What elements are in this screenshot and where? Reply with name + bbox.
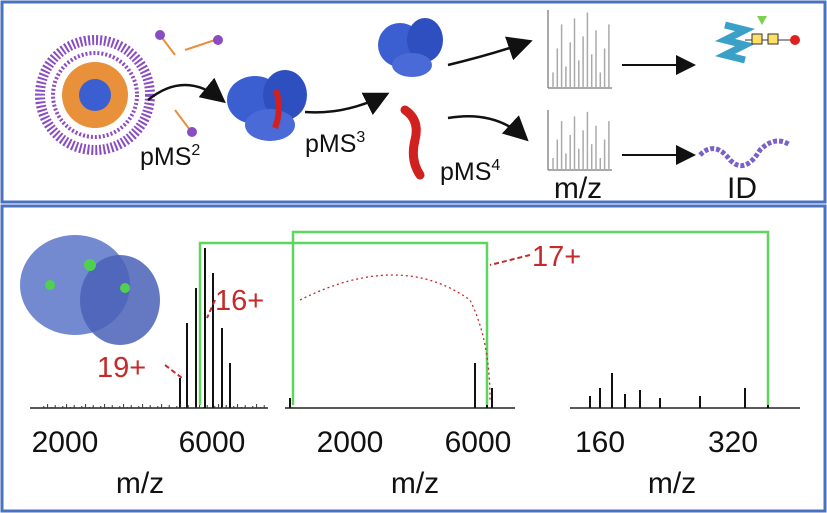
step-label: pMS2 xyxy=(140,142,200,171)
tick-label: 2000 xyxy=(317,426,384,459)
step-label: pMS3 xyxy=(305,129,365,158)
charge-links xyxy=(164,254,531,401)
arrow xyxy=(447,36,533,67)
charge-label: 16+ xyxy=(215,285,264,317)
tick-label: 160 xyxy=(575,426,625,459)
top-panel xyxy=(0,0,827,204)
charge-label: 17+ xyxy=(532,241,581,273)
arrow xyxy=(304,92,390,116)
axis-label: m/z xyxy=(116,467,164,500)
axis-label: m/z xyxy=(648,467,696,500)
micelle xyxy=(35,35,155,155)
charge-label: 19+ xyxy=(97,352,146,384)
step-label: pMS4 xyxy=(440,157,500,186)
result-label: ID xyxy=(727,172,757,205)
membrane-protein xyxy=(20,235,160,345)
arrow xyxy=(447,114,529,142)
axis-label: m/z xyxy=(554,172,602,205)
protein-complex xyxy=(227,70,307,141)
bottom-panel xyxy=(0,204,827,513)
subunit xyxy=(400,105,425,180)
peptide xyxy=(698,138,792,169)
detergents xyxy=(155,30,223,137)
mini-spectra xyxy=(547,10,612,171)
tick-label: 6000 xyxy=(179,426,246,459)
tick-label: 320 xyxy=(708,426,758,459)
links xyxy=(198,230,770,405)
glycopeptide xyxy=(714,16,800,64)
tick-label: 6000 xyxy=(445,426,512,459)
protein-fragment xyxy=(378,18,443,77)
tick-label: 2000 xyxy=(32,426,99,459)
axis-label: m/z xyxy=(391,467,439,500)
arrow xyxy=(147,77,226,104)
